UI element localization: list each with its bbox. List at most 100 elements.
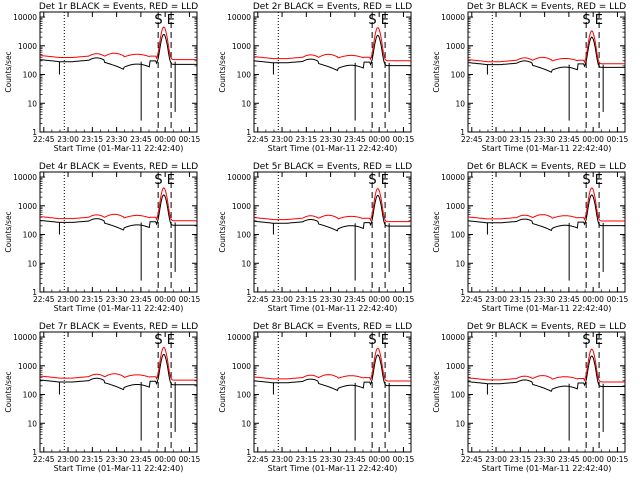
- plot-frame: [467, 11, 626, 133]
- flare-annotation: S E: [154, 173, 175, 188]
- x-tick-label: 23:15: [296, 135, 318, 144]
- series-events-line: [39, 194, 197, 231]
- y-tick-label: 1000: [18, 362, 37, 371]
- series-lld-line: [467, 187, 625, 222]
- y-tick-label: 1000: [446, 42, 465, 51]
- panel-2: Det 2r BLACK = Events, RED = LLD 1 10 100 10…: [218, 2, 414, 153]
- x-tick-label: 00:00: [154, 455, 176, 464]
- series-lld-line: [253, 26, 411, 62]
- series-lld-line: [39, 187, 197, 222]
- x-tick-label: 23:30: [320, 295, 342, 304]
- x-tick-label: 23:00: [271, 295, 293, 304]
- x-tick-label: 23:45: [344, 295, 366, 304]
- y-tick-label: 10000: [441, 13, 465, 22]
- y-tick-label: 100: [23, 231, 38, 240]
- x-tick-label: 23:45: [558, 135, 580, 144]
- x-tick-label: 00:15: [607, 295, 629, 304]
- panel-title: Det 1r BLACK = Events, RED = LLD: [39, 2, 198, 12]
- panel-title: Det 3r BLACK = Events, RED = LLD: [467, 2, 626, 12]
- y-tick-label: 10000: [441, 333, 465, 342]
- x-tick-label: 23:30: [534, 455, 556, 464]
- y-tick-label: 100: [23, 71, 38, 80]
- y-axis-label: Counts/sec: [218, 51, 227, 92]
- plot-frame: [39, 331, 198, 453]
- x-tick-label: 23:45: [130, 295, 152, 304]
- x-tick-label: 23:15: [296, 295, 318, 304]
- x-tick-label: 23:15: [296, 455, 318, 464]
- x-axis-label: Start Time (01-Mar-11 22:42:40): [268, 464, 398, 473]
- y-tick-label: 10: [27, 99, 37, 108]
- y-tick-label: 10000: [13, 333, 37, 342]
- series-lld-line: [39, 26, 197, 61]
- x-tick-label: 00:00: [582, 135, 604, 144]
- x-tick-label: 23:15: [82, 295, 104, 304]
- x-tick-label: 23:45: [558, 455, 580, 464]
- x-tick-label: 23:45: [344, 135, 366, 144]
- flare-annotation: S E: [582, 333, 603, 348]
- x-tick-label: 22:45: [247, 295, 269, 304]
- series-events-line: [253, 354, 411, 392]
- panel-title: Det 7r BLACK = Events, RED = LLD: [39, 322, 198, 332]
- x-axis-label: Start Time (01-Mar-11 22:42:40): [482, 304, 612, 313]
- series-events-line: [467, 36, 625, 73]
- plot-frame: [253, 171, 412, 293]
- x-tick-label: 23:45: [558, 295, 580, 304]
- y-tick-label: 1: [246, 128, 251, 137]
- flare-annotation: S E: [582, 173, 603, 188]
- plot-frame: [253, 11, 412, 133]
- plot-frame: [467, 331, 626, 453]
- series-events-line: [253, 34, 411, 72]
- panel-title: Det 2r BLACK = Events, RED = LLD: [253, 2, 412, 12]
- x-tick-label: 22:45: [461, 295, 483, 304]
- x-tick-label: 22:45: [247, 135, 269, 144]
- series-events-line: [39, 33, 197, 70]
- y-tick-label: 100: [451, 391, 466, 400]
- x-tick-label: 00:15: [179, 135, 201, 144]
- flare-annotation: S E: [368, 333, 389, 348]
- plot-frame: [39, 11, 198, 133]
- x-tick-label: 23:00: [485, 135, 507, 144]
- panel-7: Det 7r BLACK = Events, RED = LLD 1 10 100 10…: [4, 322, 200, 473]
- y-tick-label: 1: [32, 128, 37, 137]
- y-tick-label: 1000: [446, 362, 465, 371]
- y-tick-label: 100: [451, 71, 466, 80]
- y-tick-label: 100: [23, 391, 38, 400]
- panel-title: Det 6r BLACK = Events, RED = LLD: [467, 162, 626, 172]
- x-tick-label: 23:15: [510, 295, 532, 304]
- y-axis-label: Counts/sec: [218, 211, 227, 252]
- y-tick-label: 10: [455, 419, 465, 428]
- y-tick-label: 1000: [232, 202, 251, 211]
- series-events-line: [39, 353, 197, 391]
- x-tick-label: 00:15: [607, 135, 629, 144]
- y-tick-label: 10: [27, 259, 37, 268]
- x-tick-label: 00:00: [154, 295, 176, 304]
- series-lld-line: [468, 348, 625, 383]
- x-axis-label: Start Time (01-Mar-11 22:42:40): [54, 144, 184, 153]
- y-axis-label: Counts/sec: [4, 371, 13, 412]
- x-tick-label: 00:00: [368, 135, 390, 144]
- y-tick-label: 100: [451, 231, 466, 240]
- y-tick-label: 1: [460, 448, 465, 457]
- y-tick-label: 1: [460, 128, 465, 137]
- x-axis-label: Start Time (01-Mar-11 22:42:40): [54, 304, 184, 313]
- x-tick-label: 00:15: [393, 295, 415, 304]
- y-tick-label: 10: [241, 419, 251, 428]
- x-axis-label: Start Time (01-Mar-11 22:42:40): [54, 464, 184, 473]
- x-tick-label: 23:15: [82, 135, 104, 144]
- series-events-line: [467, 355, 625, 392]
- y-tick-label: 10000: [13, 13, 37, 22]
- x-tick-label: 23:30: [106, 135, 128, 144]
- flare-annotation: S E: [582, 13, 603, 28]
- series-events-line: [253, 194, 411, 232]
- x-tick-label: 22:45: [33, 135, 55, 144]
- panel-6: Det 6r BLACK = Events, RED = LLD 1 10 100 10…: [432, 162, 628, 313]
- y-tick-label: 10000: [441, 173, 465, 182]
- plot-frame: [39, 171, 198, 293]
- panel-5: Det 5r BLACK = Events, RED = LLD 1 10 100 10…: [218, 162, 414, 313]
- y-tick-label: 1: [246, 288, 251, 297]
- y-axis-label: Counts/sec: [432, 211, 441, 252]
- panel-title: Det 9r BLACK = Events, RED = LLD: [467, 322, 626, 332]
- panel-1: Det 1r BLACK = Events, RED = LLD 1 10 100 10…: [4, 2, 200, 153]
- x-tick-label: 23:30: [320, 455, 342, 464]
- y-tick-label: 1000: [18, 42, 37, 51]
